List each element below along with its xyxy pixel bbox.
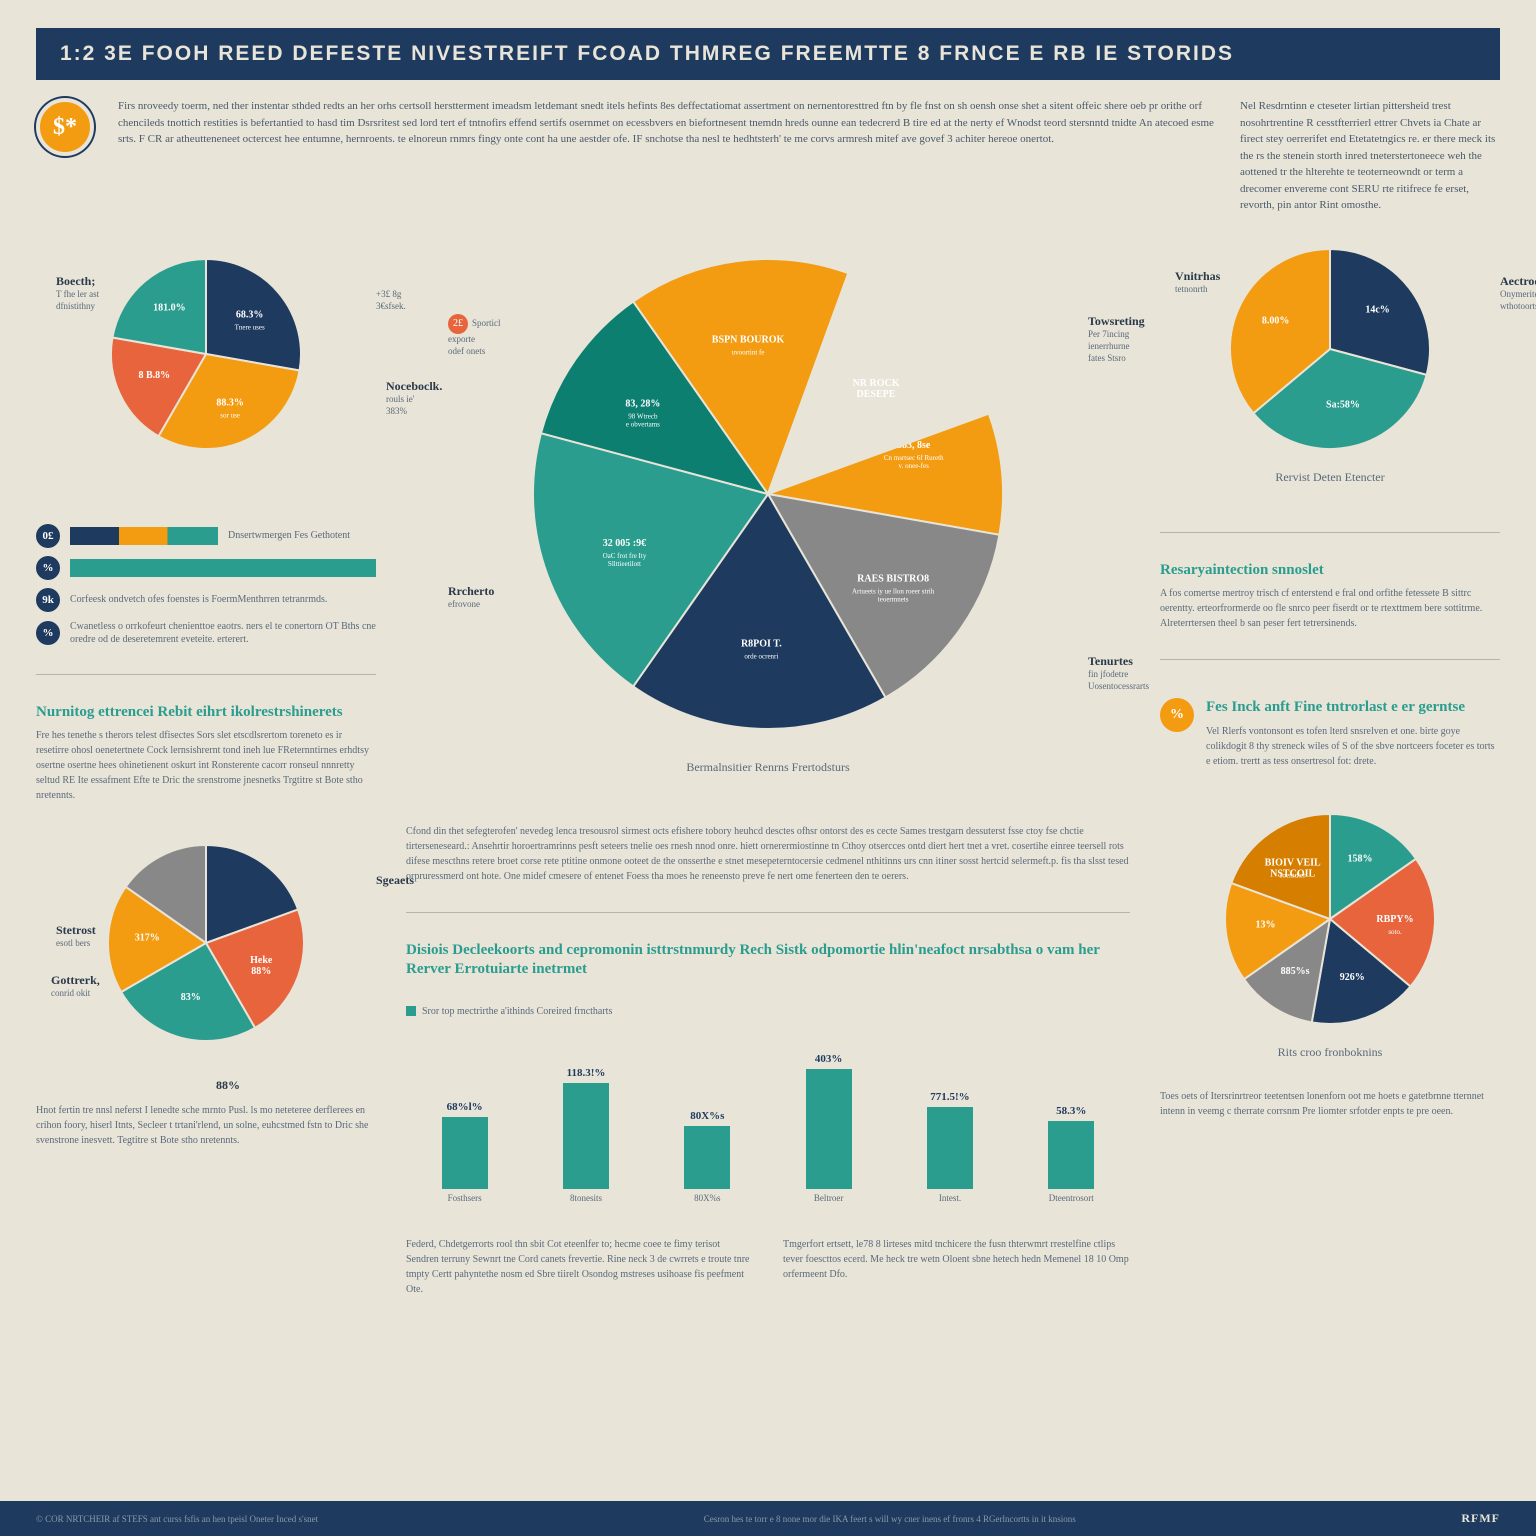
footer-left: © COR NRTCHEIR af STEFS ant curss fsfis … — [36, 1514, 318, 1524]
svg-text:83, 28%: 83, 28% — [625, 398, 660, 409]
bar: 771.5!%Intest. — [901, 1091, 998, 1203]
svg-text:Heke88%: Heke88% — [250, 955, 273, 977]
svg-text:926%: 926% — [1340, 972, 1365, 983]
pie-chart-1: 68.3%Tnere uses88.3%sor use8 B.8%181.0% … — [36, 234, 376, 494]
svg-text:soemdter: soemdter — [1280, 871, 1306, 879]
dollar-coin-icon: $* — [36, 98, 94, 156]
legend-item: % — [36, 556, 376, 580]
legend-list: 0£Dnsertwmergen Fes Gethotent% 9kCorfeesk… — [36, 524, 376, 646]
right-section-1: Resaryaintection snnoslet A fos comertse… — [1160, 561, 1500, 632]
left-column: 68.3%Tnere uses88.3%sor use8 B.8%181.0% … — [36, 234, 376, 1297]
center-column: 60%s2dim deotbrnnttennet383, 8seCn msrts… — [406, 234, 1130, 1297]
left-footer-text: Hnot fertin tre nnsl neferst I lenedte s… — [36, 1103, 376, 1148]
svg-text:8.00%: 8.00% — [1262, 315, 1290, 326]
page-title: 1:2 3E FOOH REED DEFESTE NIVESTREIFT FCO… — [36, 28, 1500, 80]
center-footer-left: Federd, Chdetgerrorts rool thn sbit Cot … — [406, 1237, 753, 1297]
bar: 403%Beltroer — [780, 1053, 877, 1203]
svg-text:RAES BISTRO8: RAES BISTRO8 — [857, 573, 929, 584]
svg-text:181.0%: 181.0% — [153, 302, 186, 313]
bar-legend: Sror top mectrirthe a'ithinds Coreired f… — [406, 1006, 1130, 1017]
pie3-caption: Rervist Deten Etencter — [1160, 470, 1500, 485]
svg-text:83%: 83% — [181, 992, 201, 1003]
main-pie-caption: Bermalnsitier Renrns Frertodsturs — [406, 760, 1130, 775]
left-section-1: Nurnitog ettrencei Rebit eihrt ikolrestr… — [36, 703, 376, 804]
right-section-2: % Fes Inck anft Fine tntrorlast e er ger… — [1160, 698, 1500, 769]
intro-side-text: Nel Resdrntinn e cteseter lirtian pitter… — [1240, 98, 1500, 214]
svg-text:32 005 :9€: 32 005 :9€ — [603, 538, 646, 549]
right-column: 14c% Sa:58% 8.00% Rervist Deten Etencter V… — [1160, 234, 1500, 1297]
center-footer-right: Tmgerfort ertsett, le78 8 lirteses mitd … — [783, 1237, 1130, 1297]
pie-chart-2: Heke88%83%317% SgeaetsStetrostesotl bers… — [36, 833, 376, 1083]
legend-item: 0£Dnsertwmergen Fes Gethotent — [36, 524, 376, 548]
percent-icon: % — [1160, 698, 1194, 732]
pie-chart-3: 14c%Sa:58%8.00% Rervist Deten Etencter V… — [1160, 234, 1500, 504]
bar: 58.3%Dteentrosort — [1023, 1105, 1120, 1202]
section-body: A fos comertse mertroy trisch cf enterst… — [1160, 586, 1500, 631]
svg-text:68.3%: 68.3% — [236, 309, 264, 320]
svg-text:Sa:58%: Sa:58% — [1326, 399, 1360, 410]
page-footer: © COR NRTCHEIR af STEFS ant curss fsfis … — [0, 1501, 1536, 1536]
svg-text:orde ocrenri: orde ocrenri — [744, 652, 778, 660]
section-title: Fes Inck anft Fine tntrorlast e er gernt… — [1206, 698, 1500, 718]
center-section-title: Disiois Decleekoorts and cepromonin istt… — [406, 941, 1130, 980]
section-body: Fre hes tenethe s therors telest dfisect… — [36, 728, 376, 803]
svg-text:158%: 158% — [1348, 853, 1373, 864]
section-title: Resaryaintection snnoslet — [1160, 561, 1500, 581]
main-pie-chart: 60%s2dim deotbrnnttennet383, 8seCn msrts… — [406, 234, 1130, 794]
svg-text:8 B.8%: 8 B.8% — [139, 370, 171, 381]
svg-text:13%: 13% — [1255, 919, 1275, 930]
right-footer-text: Toes oets of Itersrinrtreor teetentsen l… — [1160, 1089, 1500, 1119]
svg-text:88.3%: 88.3% — [216, 397, 244, 408]
pie4-caption: Rits croo fronboknins — [1160, 1045, 1500, 1060]
svg-text:sor use: sor use — [220, 411, 240, 419]
section-body: Vel Rlerfs vontonsont es tofen lterd sns… — [1206, 724, 1500, 769]
svg-text:OaC frot fre ItySllttieetilott: OaC frot fre ItySllttieetilott — [603, 552, 647, 568]
pie-chart-4: 158%RBPY%soto.926%885%s13%BIOIV VEILNSTC… — [1160, 799, 1500, 1069]
footer-brand: RFMF — [1461, 1511, 1500, 1526]
legend-item: %Cwanetless o orrkofeurt chenienttoe eao… — [36, 620, 376, 646]
svg-text:14c%: 14c% — [1365, 304, 1389, 315]
svg-text:soto.: soto. — [1388, 927, 1402, 935]
svg-text:885%s: 885%s — [1281, 965, 1310, 976]
svg-text:uvoortint fe: uvoortint fe — [732, 348, 765, 356]
svg-text:Tnere uses: Tnere uses — [235, 323, 265, 331]
bar-chart: 68%l%Fosthsers118.3!%8tonesits 80X%s80X%s… — [406, 1043, 1130, 1203]
bar: 118.3!%8tonesits — [537, 1067, 634, 1203]
svg-text:NR ROCKDESEPE: NR ROCKDESEPE — [853, 377, 900, 399]
center-body-text: Cfond din thet sefegterofen' nevedeg len… — [406, 824, 1130, 884]
svg-text:R8POI T.: R8POI T. — [741, 638, 782, 649]
intro-row: $* Firs nroveedy toerm, ned ther instent… — [36, 98, 1500, 214]
footer-center: Cesron hes te torr e 8 none mor die IKA … — [704, 1514, 1076, 1524]
section-title: Nurnitog ettrencei Rebit eihrt ikolrestr… — [36, 703, 376, 723]
bar: 68%l%Fosthsers — [416, 1101, 513, 1203]
svg-text:BSPN BOUROK: BSPN BOUROK — [712, 334, 785, 345]
svg-text:98 Wtrecbe obvertams: 98 Wtrecbe obvertams — [626, 412, 660, 428]
intro-main-text: Firs nroveedy toerm, ned ther instentar … — [118, 98, 1216, 148]
svg-text:RBPY%: RBPY% — [1376, 913, 1413, 924]
svg-text:317%: 317% — [135, 932, 160, 943]
bar: 80X%s80X%s — [659, 1110, 756, 1202]
legend-item: 9kCorfeesk ondvetch ofes foenstes is Foe… — [36, 588, 376, 612]
